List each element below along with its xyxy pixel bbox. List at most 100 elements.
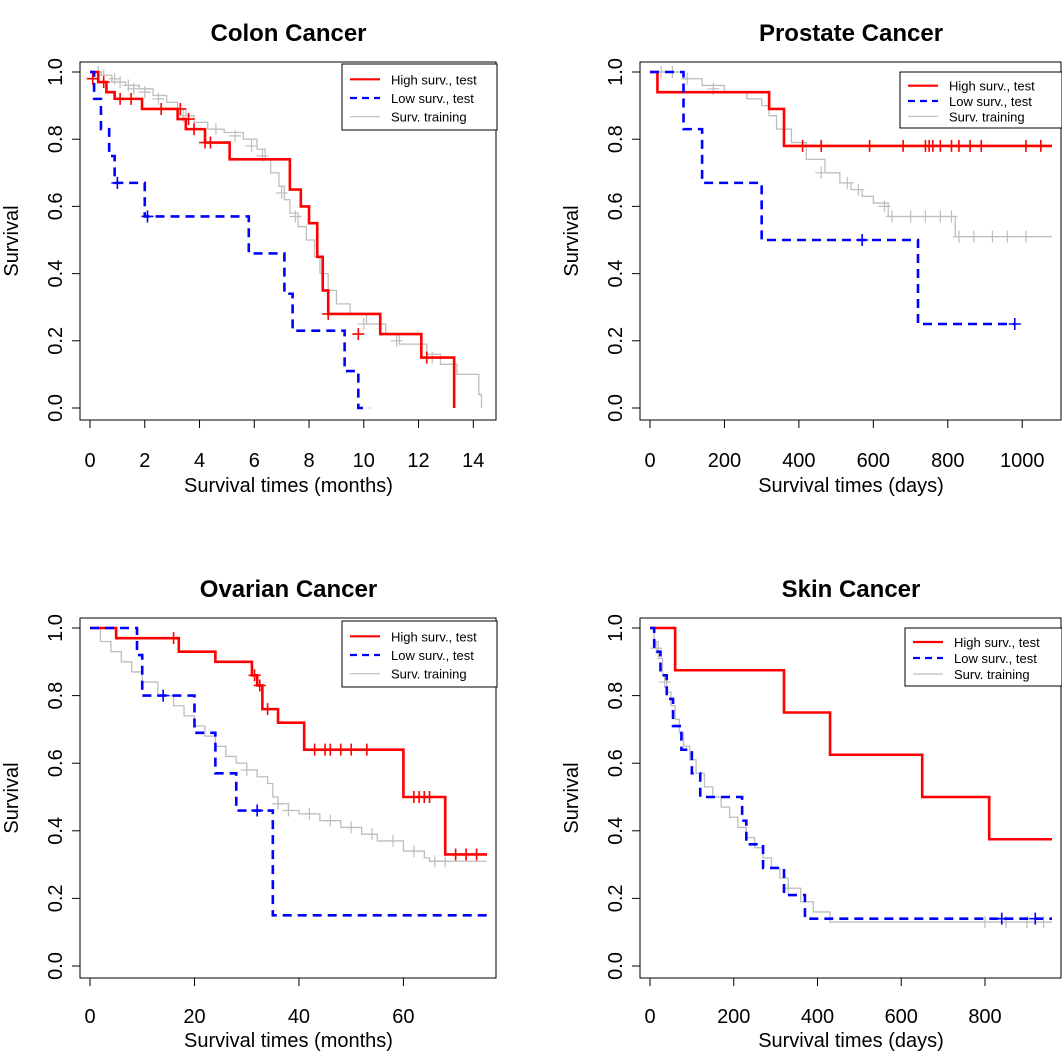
censor-mark-train — [967, 230, 980, 243]
panel-2: Prostate Cancer 0 200 400 600 800 1000 0.0 0.2 0.… — [561, 20, 1062, 497]
y-tick-label: 1.0 — [605, 58, 627, 86]
censor-mark-high — [352, 328, 365, 341]
series-line-low — [90, 70, 370, 410]
censor-mark-train — [357, 318, 370, 330]
censor-mark-high — [188, 123, 201, 136]
censor-mark-high — [952, 139, 965, 152]
y-tick-label: 1.0 — [45, 58, 67, 86]
chart-title: Ovarian Cancer — [200, 576, 377, 603]
y-tick-label: 0.8 — [605, 125, 627, 153]
censor-mark-high — [1034, 139, 1047, 152]
x-tick-label: 800 — [968, 1006, 1001, 1028]
censor-mark-train — [945, 210, 958, 223]
censor-mark-high — [248, 669, 261, 682]
panel-3: Ovarian Cancer 0 20 40 60 0.0 0.2 0.4 0.6 0.8 1.0 S… — [1, 576, 498, 1052]
x-axis-label: Survival times (days) — [758, 1030, 944, 1052]
y-tick-label: 0.2 — [45, 327, 67, 355]
censor-mark-high — [324, 743, 337, 756]
x-tick-label: 4 — [194, 450, 205, 472]
censor-mark-train — [366, 828, 379, 841]
legend-label-low: Low surv., test — [954, 651, 1037, 666]
x-tick-label: 14 — [462, 450, 484, 472]
censor-mark-high — [308, 743, 321, 756]
censor-mark-high — [114, 92, 127, 105]
censor-mark-high — [261, 703, 274, 716]
legend-label-train: Surv. training — [954, 667, 1030, 682]
censor-mark-train — [272, 797, 285, 810]
censor-mark-high — [934, 139, 947, 152]
legend-label-train: Surv. training — [391, 667, 467, 682]
censor-mark-train — [282, 804, 295, 817]
legend-label-low: Low surv., test — [949, 94, 1032, 109]
series-line-high — [650, 70, 1052, 148]
censor-mark-train — [1001, 230, 1014, 243]
plot-area — [650, 626, 1052, 929]
plot-area — [90, 626, 487, 917]
censor-mark-train — [658, 676, 671, 689]
x-axis-label: Survival times (months) — [184, 1030, 393, 1052]
censor-mark-train — [1019, 230, 1032, 243]
censor-mark-high — [863, 139, 876, 152]
censor-mark-low — [111, 176, 124, 189]
censor-mark-train — [428, 855, 441, 868]
x-tick-label: 10 — [353, 450, 375, 472]
censor-mark-high — [964, 139, 977, 152]
y-axis-label: Survival — [1, 762, 23, 833]
censor-mark-high — [360, 743, 373, 756]
x-tick-label: 0 — [84, 450, 95, 472]
x-tick-label: 1000 — [1000, 450, 1045, 472]
y-tick-label: 0.0 — [45, 394, 67, 422]
plot-frame — [639, 61, 1062, 421]
censor-mark-high — [86, 72, 99, 85]
y-tick-label: 1.0 — [45, 614, 67, 642]
censor-mark-high — [174, 102, 187, 115]
y-tick-label: 0.4 — [605, 817, 627, 845]
censor-mark-high — [155, 102, 168, 115]
series-line-train — [650, 71, 1052, 238]
y-tick-label: 0.8 — [605, 682, 627, 710]
censor-mark-train — [841, 176, 854, 189]
censor-mark-low — [157, 689, 170, 702]
x-tick-label: 400 — [801, 1006, 834, 1028]
y-axis-label: Survival — [561, 762, 583, 833]
x-tick-label: 8 — [303, 450, 314, 472]
censor-mark-train — [919, 210, 932, 223]
censor-mark-high — [253, 679, 266, 692]
y-tick-label: 0.4 — [45, 817, 67, 845]
y-tick-label: 0.6 — [45, 749, 67, 777]
censor-mark-high — [334, 743, 347, 756]
y-tick-label: 0.6 — [45, 192, 67, 220]
censor-mark-train — [986, 230, 999, 243]
censor-mark-high — [449, 848, 462, 861]
y-tick-label: 0.2 — [605, 884, 627, 912]
censor-mark-train — [439, 855, 452, 868]
panel-1: Colon Cancer 0 2 4 6 8 10 12 14 0.0 0.2 0.4 0.6 0.8 1.… — [1, 20, 498, 497]
censor-mark-train — [275, 186, 288, 199]
x-tick-label: 12 — [407, 450, 429, 472]
censor-mark-train — [852, 183, 865, 196]
x-tick-label: 0 — [644, 450, 655, 472]
censor-mark-train — [979, 916, 991, 929]
censor-mark-high — [815, 139, 828, 152]
y-tick-label: 0.4 — [45, 260, 67, 288]
x-tick-label: 600 — [857, 450, 890, 472]
legend-label-low: Low surv., test — [391, 648, 474, 663]
censor-mark-train — [303, 807, 316, 820]
censor-mark-low — [856, 234, 869, 246]
censor-mark-train — [108, 72, 121, 85]
censor-mark-train — [114, 76, 127, 89]
x-tick-label: 20 — [183, 1006, 205, 1028]
censor-mark-train — [934, 210, 947, 223]
x-tick-label: 200 — [708, 450, 741, 472]
series-line-low — [650, 70, 1015, 326]
x-tick-label: 600 — [885, 1006, 918, 1028]
censor-mark-high — [420, 351, 433, 364]
censor-mark-high — [204, 136, 217, 149]
censor-mark-high — [897, 139, 910, 152]
plot-frame — [79, 61, 497, 421]
y-tick-label: 0.6 — [605, 749, 627, 777]
censor-mark-high — [322, 307, 335, 320]
